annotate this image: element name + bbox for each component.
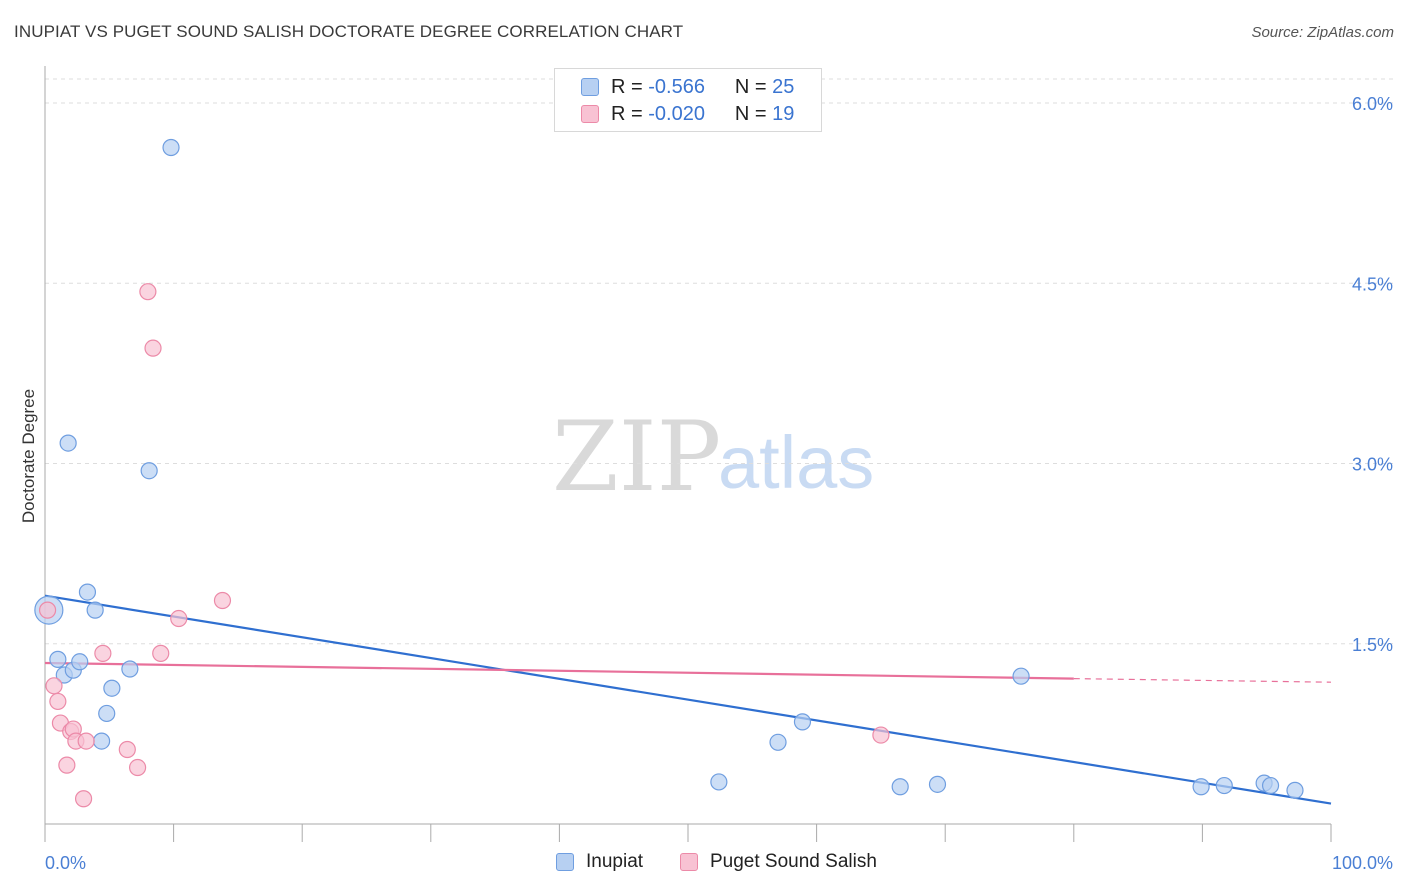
y-tick-label: 6.0% <box>1352 94 1393 114</box>
source-credit: Source: ZipAtlas.com <box>1251 24 1394 41</box>
data-point-inupiat <box>793 713 812 731</box>
bottom-legend-swatch-salish <box>680 853 698 871</box>
legend-r-value: -0.020 <box>648 102 705 125</box>
chart-title: INUPIAT VS PUGET SOUND SALISH DOCTORATE … <box>14 22 684 41</box>
trend-line-inupiat <box>44 594 1332 805</box>
data-point-inupiat <box>92 732 111 750</box>
x-tick-label: 0.0% <box>45 853 86 873</box>
legend-row-inupiat: R = -0.566 N = 25 <box>581 74 794 100</box>
bottom-legend-salish: Puget Sound Salish <box>680 851 877 873</box>
data-point-salish <box>38 601 57 619</box>
legend-row-salish: R = -0.020 N = 19 <box>581 101 794 127</box>
y-tick-label: 1.5% <box>1352 635 1393 655</box>
data-point-salish <box>170 609 188 628</box>
legend-r-label: R = <box>611 75 643 98</box>
y-axis-label: Doctorate Degree <box>19 389 38 523</box>
legend-n-value: 19 <box>772 102 795 125</box>
watermark-atlas: atlas <box>718 421 874 504</box>
legend-n-label: N = <box>734 75 767 98</box>
data-point-inupiat <box>1192 778 1210 796</box>
x-tick-label: 100.0% <box>1332 853 1393 873</box>
data-point-inupiat <box>103 679 121 697</box>
data-point-inupiat <box>86 601 104 619</box>
data-point-inupiat <box>98 704 116 723</box>
data-point-inupiat <box>49 650 67 668</box>
bottom-legend-label-salish: Puget Sound Salish <box>710 851 877 872</box>
legend-r-value: -0.566 <box>648 75 705 98</box>
data-point-inupiat <box>140 462 158 480</box>
data-point-salish <box>49 692 67 711</box>
data-point-inupiat <box>891 778 909 796</box>
data-point-salish <box>74 790 93 808</box>
trend-line-salish-extrapolated <box>1073 678 1332 683</box>
data-point-salish <box>128 758 147 777</box>
data-point-inupiat <box>769 733 787 751</box>
data-point-inupiat <box>1215 776 1233 795</box>
data-point-salish <box>152 644 170 662</box>
watermark-zip: ZIP <box>552 401 721 513</box>
data-point-inupiat <box>59 434 77 452</box>
data-point-salish <box>213 591 232 610</box>
legend-n-value: 25 <box>772 75 795 98</box>
y-tick-label: 4.5% <box>1352 274 1393 294</box>
bottom-legend-swatch-inupiat <box>556 853 574 871</box>
data-point-salish <box>872 726 890 744</box>
data-point-salish <box>45 677 63 695</box>
legend-swatch-inupiat <box>581 78 599 96</box>
trend-line-salish <box>44 661 1074 680</box>
y-tick-label: 3.0% <box>1352 455 1393 475</box>
data-point-salish <box>118 740 136 759</box>
legend: R = -0.566 N = 25 R = -0.020 N = 19 <box>554 68 822 132</box>
data-point-inupiat <box>78 583 97 601</box>
data-point-salish <box>58 756 76 774</box>
legend-r-label: R = <box>611 102 643 125</box>
data-point-inupiat <box>1286 781 1304 799</box>
data-point-inupiat <box>1261 776 1280 795</box>
legend-n-label: N = <box>734 102 767 125</box>
data-point-salish <box>139 283 157 301</box>
data-point-inupiat <box>162 138 180 157</box>
legend-swatch-salish <box>581 105 599 123</box>
data-point-inupiat <box>710 773 728 791</box>
data-point-inupiat <box>71 653 89 671</box>
data-point-inupiat <box>1012 667 1030 685</box>
bottom-legend-inupiat: Inupiat <box>556 851 643 873</box>
data-point-salish <box>77 732 95 750</box>
data-point-salish <box>94 644 112 662</box>
data-point-inupiat <box>928 775 947 793</box>
bottom-legend-label-inupiat: Inupiat <box>586 851 644 872</box>
data-point-salish <box>144 339 162 357</box>
data-point-inupiat <box>121 660 139 678</box>
